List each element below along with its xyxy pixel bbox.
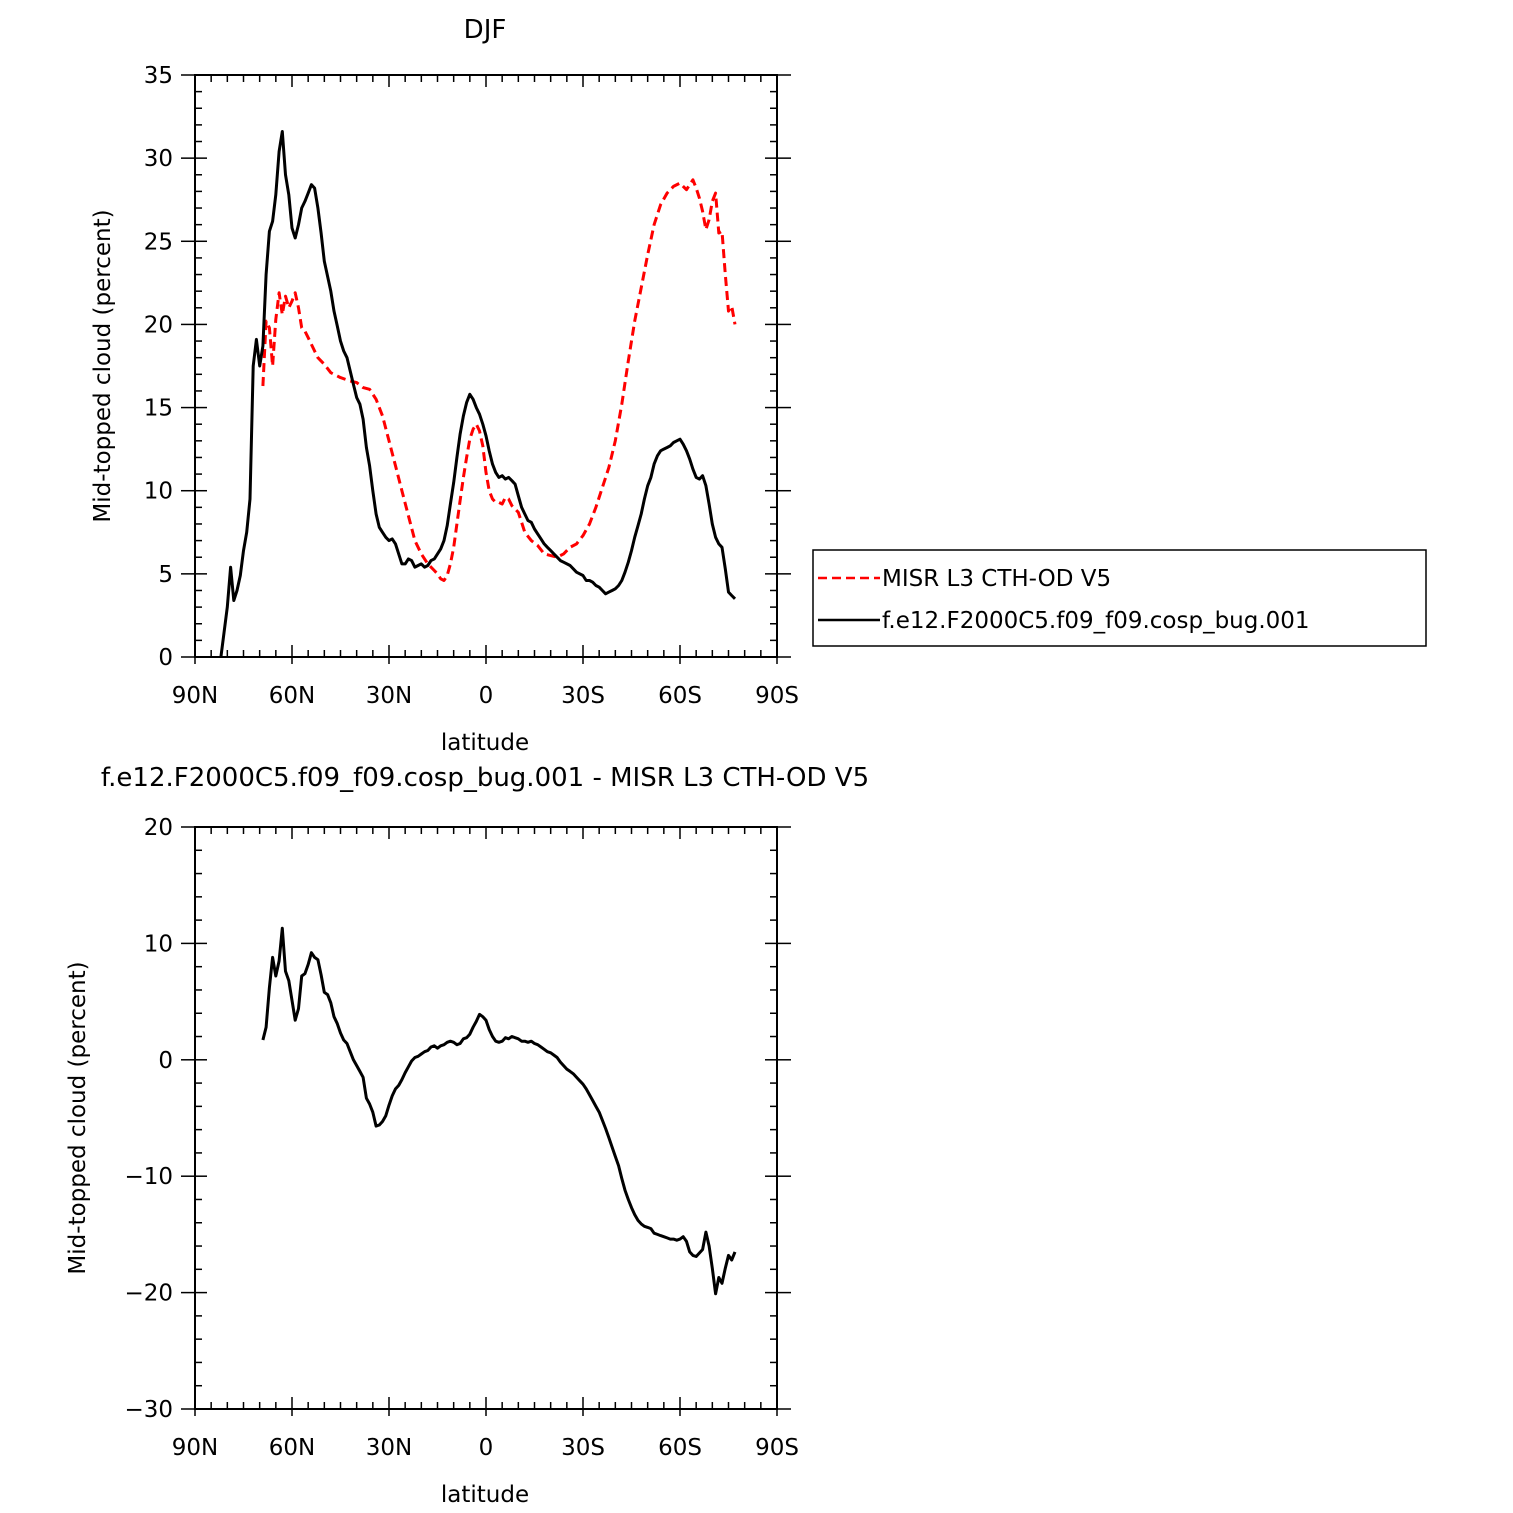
x-tick-label: 0 — [479, 1435, 494, 1461]
x-tick-label: 30S — [561, 1435, 605, 1461]
y-tick-label: 25 — [144, 229, 173, 255]
bottom-axis-ticks — [181, 826, 791, 1416]
y-tick-label: −30 — [124, 1397, 173, 1423]
y-tick-label: 5 — [158, 562, 173, 588]
x-tick-label: 90N — [172, 1435, 218, 1461]
y-tick-label: 0 — [158, 645, 173, 671]
bottom-plot-frame — [194, 826, 778, 1410]
x-tick-label: 60S — [658, 683, 702, 709]
x-tick-label: 30N — [366, 1435, 412, 1461]
x-tick-label: 0 — [479, 683, 494, 709]
bottom-x-tick-labels: 90N 60N 30N 0 30S 60S 90S — [172, 1435, 799, 1461]
legend: MISR L3 CTH-OD V5 f.e12.F2000C5.f09_f09.… — [812, 549, 1427, 647]
legend-label-misr: MISR L3 CTH-OD V5 — [882, 566, 1111, 592]
x-tick-label: 90S — [755, 683, 799, 709]
y-tick-label: 30 — [144, 146, 173, 172]
top-chart-title: DJF — [464, 15, 507, 45]
legend-label-model: f.e12.F2000C5.f09_f09.cosp_bug.001 — [882, 608, 1310, 634]
top-x-axis-title: latitude — [441, 730, 529, 756]
series-line — [219, 130, 737, 658]
y-tick-label: 10 — [144, 931, 173, 957]
y-tick-label: 10 — [144, 479, 173, 505]
y-tick-label: 20 — [144, 815, 173, 841]
top-y-axis-title: Mid-topped cloud (percent) — [90, 209, 116, 522]
y-tick-label: 35 — [144, 63, 173, 89]
x-tick-label: 60N — [269, 1435, 315, 1461]
top-axis-ticks — [181, 74, 791, 664]
y-tick-label: 20 — [144, 312, 173, 338]
x-tick-label: 90S — [755, 1435, 799, 1461]
top-series-lines — [219, 130, 737, 658]
x-tick-label: 30S — [561, 683, 605, 709]
top-plot-frame — [194, 74, 778, 658]
series-line — [261, 178, 737, 582]
y-tick-label: 15 — [144, 396, 173, 422]
x-tick-label: 90N — [172, 683, 218, 709]
bottom-series-lines — [261, 926, 737, 1296]
y-tick-label: −20 — [124, 1281, 173, 1307]
y-tick-label: 0 — [158, 1048, 173, 1074]
bottom-y-axis-title: Mid-topped cloud (percent) — [65, 961, 91, 1274]
x-tick-label: 30N — [366, 683, 412, 709]
top-y-tick-labels: 0 5 10 15 20 25 30 35 — [144, 63, 173, 671]
x-tick-label: 60S — [658, 1435, 702, 1461]
legend-box — [812, 549, 1427, 647]
top-panel: DJF 0 5 10 15 20 25 30 35 90N 60N 30N 0 30S 60S 90S l… — [90, 15, 799, 756]
bottom-chart-title: f.e12.F2000C5.f09_f09.cosp_bug.001 - MIS… — [101, 763, 869, 793]
bottom-x-axis-title: latitude — [441, 1482, 529, 1508]
y-tick-label: −10 — [124, 1164, 173, 1190]
top-x-tick-labels: 90N 60N 30N 0 30S 60S 90S — [172, 683, 799, 709]
bottom-panel: f.e12.F2000C5.f09_f09.cosp_bug.001 - MIS… — [65, 763, 869, 1508]
bottom-y-tick-labels: −30 −20 −10 0 10 20 — [124, 815, 173, 1423]
x-tick-label: 60N — [269, 683, 315, 709]
series-line — [261, 926, 737, 1296]
